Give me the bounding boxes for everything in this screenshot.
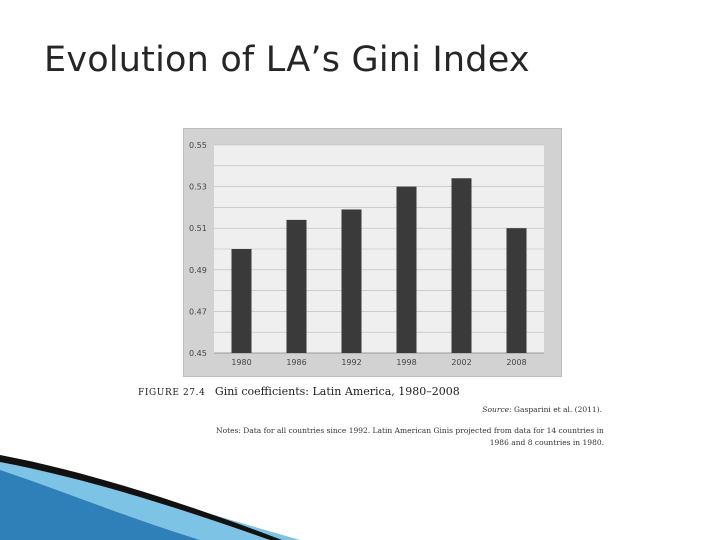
x-tick-label: 1980 bbox=[231, 358, 251, 367]
notes-line-2: 1986 and 8 countries in 1980. bbox=[489, 438, 604, 447]
figure-number: FIGURE 27.4 bbox=[138, 388, 206, 398]
figure-notes: Notes: Data for all countries since 1992… bbox=[216, 425, 606, 449]
slide-title: Evolution of LA’s Gini Index bbox=[44, 40, 530, 80]
wave-blue-band bbox=[0, 470, 200, 540]
bar-1986 bbox=[286, 219, 307, 353]
bar-chart: 0.55 0.53 0.51 0.49 0.47 0.45 1980 1986 1992 1998… bbox=[189, 141, 544, 367]
x-tick-label: 1998 bbox=[396, 358, 416, 367]
y-tick-label: 0.47 bbox=[189, 307, 207, 316]
bar-2002 bbox=[451, 178, 472, 353]
bar-2008 bbox=[506, 228, 527, 353]
figure-caption: FIGURE 27.4 Gini coefficients: Latin Ame… bbox=[138, 385, 460, 398]
chart-figure: 0.55 0.53 0.51 0.49 0.47 0.45 1980 1986 1992 1998… bbox=[183, 128, 562, 377]
bar-1980 bbox=[231, 249, 252, 353]
source-text: Gasparini et al. (2011). bbox=[514, 405, 602, 414]
x-tick-label: 2008 bbox=[506, 358, 526, 367]
x-tick-label: 1986 bbox=[286, 358, 306, 367]
bar-1998 bbox=[396, 186, 417, 353]
y-tick-label: 0.45 bbox=[189, 349, 207, 358]
wave-dark-stroke bbox=[0, 455, 282, 540]
bar-1992 bbox=[341, 209, 362, 353]
x-tick-label: 2002 bbox=[451, 358, 471, 367]
source-label: Source: bbox=[482, 405, 512, 414]
y-tick-label: 0.51 bbox=[189, 224, 207, 233]
y-tick-label: 0.49 bbox=[189, 266, 207, 275]
y-tick-label: 0.55 bbox=[189, 141, 207, 150]
figure-source: Source: Gasparini et al. (2011). bbox=[482, 405, 602, 414]
x-tick-label: 1992 bbox=[341, 358, 361, 367]
figure-caption-text: Gini coefficients: Latin America, 1980–2… bbox=[214, 385, 460, 398]
y-tick-label: 0.53 bbox=[189, 183, 207, 192]
notes-line-1: Notes: Data for all countries since 1992… bbox=[216, 426, 604, 435]
